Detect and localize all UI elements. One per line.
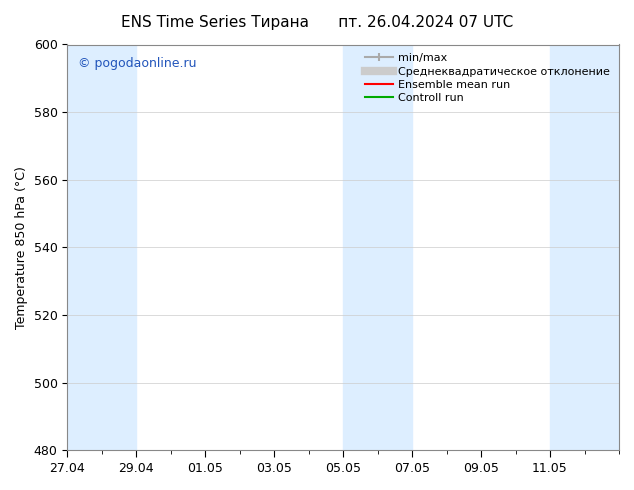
Bar: [67, 45, 136, 450]
Bar: [343, 45, 412, 450]
Legend: min/max, Среднеквадратическое отклонение, Ensemble mean run, Controll run: min/max, Среднеквадратическое отклонение…: [361, 50, 614, 107]
Text: © pogodaonline.ru: © pogodaonline.ru: [79, 57, 197, 70]
Text: ENS Time Series Тирана      пт. 26.04.2024 07 UTC: ENS Time Series Тирана пт. 26.04.2024 07…: [121, 15, 513, 30]
Bar: [550, 45, 619, 450]
Y-axis label: Temperature 850 hPa (°C): Temperature 850 hPa (°C): [15, 166, 28, 329]
